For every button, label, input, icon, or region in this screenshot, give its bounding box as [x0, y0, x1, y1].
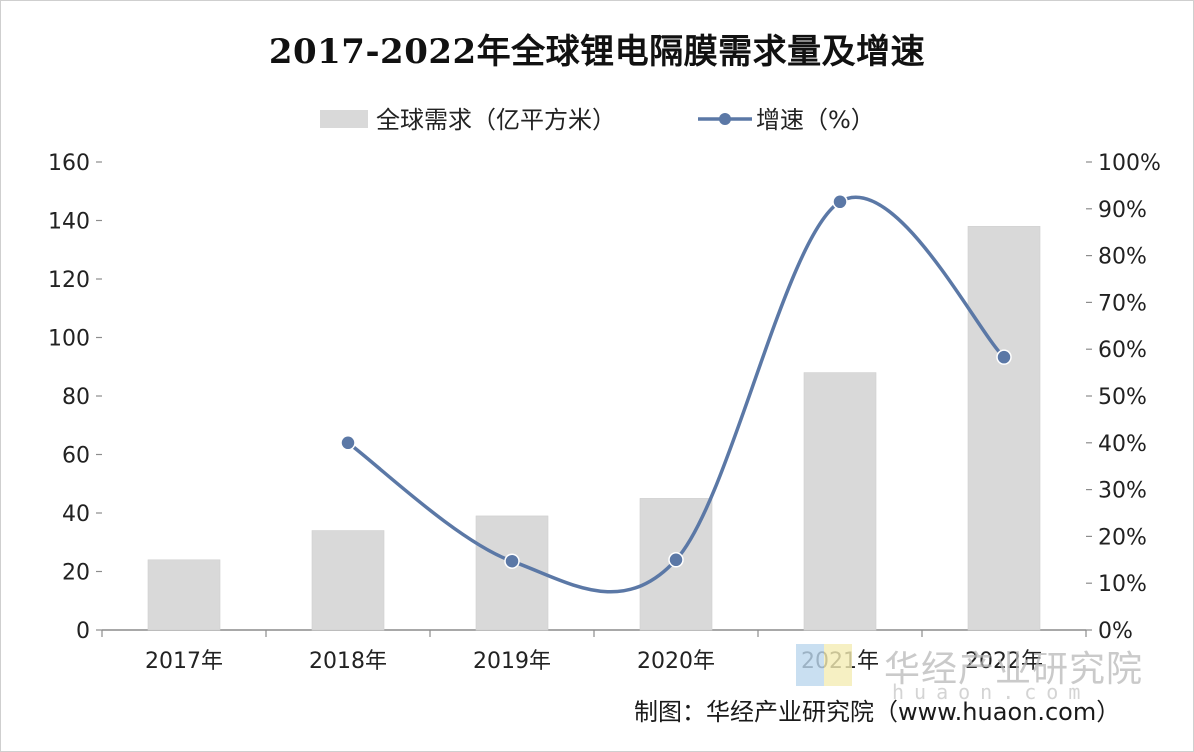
watermark-logo-block [796, 644, 824, 686]
chart-title: 2017-2022年全球锂电隔膜需求量及增速 [268, 32, 926, 72]
demand-bar [475, 515, 549, 631]
y-axis-tick-label: 40 [62, 502, 90, 527]
y-axis-tick-label: 140 [48, 210, 90, 235]
y2-axis-tick-label: 90% [1098, 198, 1147, 223]
watermark: 华经产业研究院 huaon.com [796, 640, 1156, 704]
watermark-site: huaon.com [892, 680, 1091, 704]
watermark-name: 华经产业研究院 [884, 649, 1144, 690]
y-axis-tick-label: 120 [48, 268, 90, 293]
y-axis-tick-label: 160 [48, 151, 90, 176]
y2-axis-tick-label: 100% [1098, 151, 1161, 176]
demand-bar [311, 530, 385, 631]
y-axis-tick-label: 0 [76, 619, 90, 644]
y2-axis-tick-label: 10% [1098, 572, 1147, 597]
y-axis-tick-label: 80 [62, 385, 90, 410]
bar-series [147, 226, 1041, 631]
growth-point [504, 553, 520, 569]
growth-point [340, 435, 356, 451]
growth-line [346, 195, 1006, 594]
demand-bar [147, 559, 221, 631]
x-axis-tick-label: 2017年 [145, 649, 223, 674]
x-axis-tick-label: 2022年 [965, 649, 1043, 674]
y2-axis-tick-label: 70% [1098, 291, 1147, 316]
y2-axis-tick-label: 80% [1098, 245, 1147, 270]
legend: 全球需求（亿平方米） 增速（%） [320, 106, 875, 134]
x-axis-tick-label: 2020年 [637, 649, 715, 674]
growth-point [668, 552, 684, 568]
y2-axis-tick-label: 40% [1098, 432, 1147, 457]
source-note: 制图：华经产业研究院（www.huaon.com） [634, 698, 1121, 726]
legend-line-label: 增速（%） [756, 106, 875, 134]
legend-bar-label: 全球需求（亿平方米） [376, 106, 616, 134]
growth-line-series [340, 194, 1012, 594]
y-axis-tick-label: 60 [62, 444, 90, 469]
x-axis-tick-label: 2018年 [309, 649, 387, 674]
growth-point [996, 349, 1012, 365]
legend-bar-swatch [320, 110, 368, 128]
demand-bar [803, 372, 877, 631]
y-axis-tick-label: 100 [48, 327, 90, 352]
y2-axis-tick-label: 50% [1098, 385, 1147, 410]
y2-axis-tick-label: 60% [1098, 338, 1147, 363]
axes: 0 20 40 60 80 100 120 140 160 0% 10% 20% 30% 40% 50% 60… [48, 151, 1161, 674]
y-axis-tick-label: 20 [62, 561, 90, 586]
y2-axis-tick-label: 20% [1098, 525, 1147, 550]
y2-axis-tick-label: 0% [1098, 619, 1133, 644]
growth-point [832, 194, 848, 210]
legend-line-marker [719, 113, 731, 125]
y2-axis-tick-label: 30% [1098, 479, 1147, 504]
demand-bar [967, 226, 1041, 631]
watermark-logo-block [824, 644, 852, 686]
x-axis-tick-label: 2019年 [473, 649, 551, 674]
